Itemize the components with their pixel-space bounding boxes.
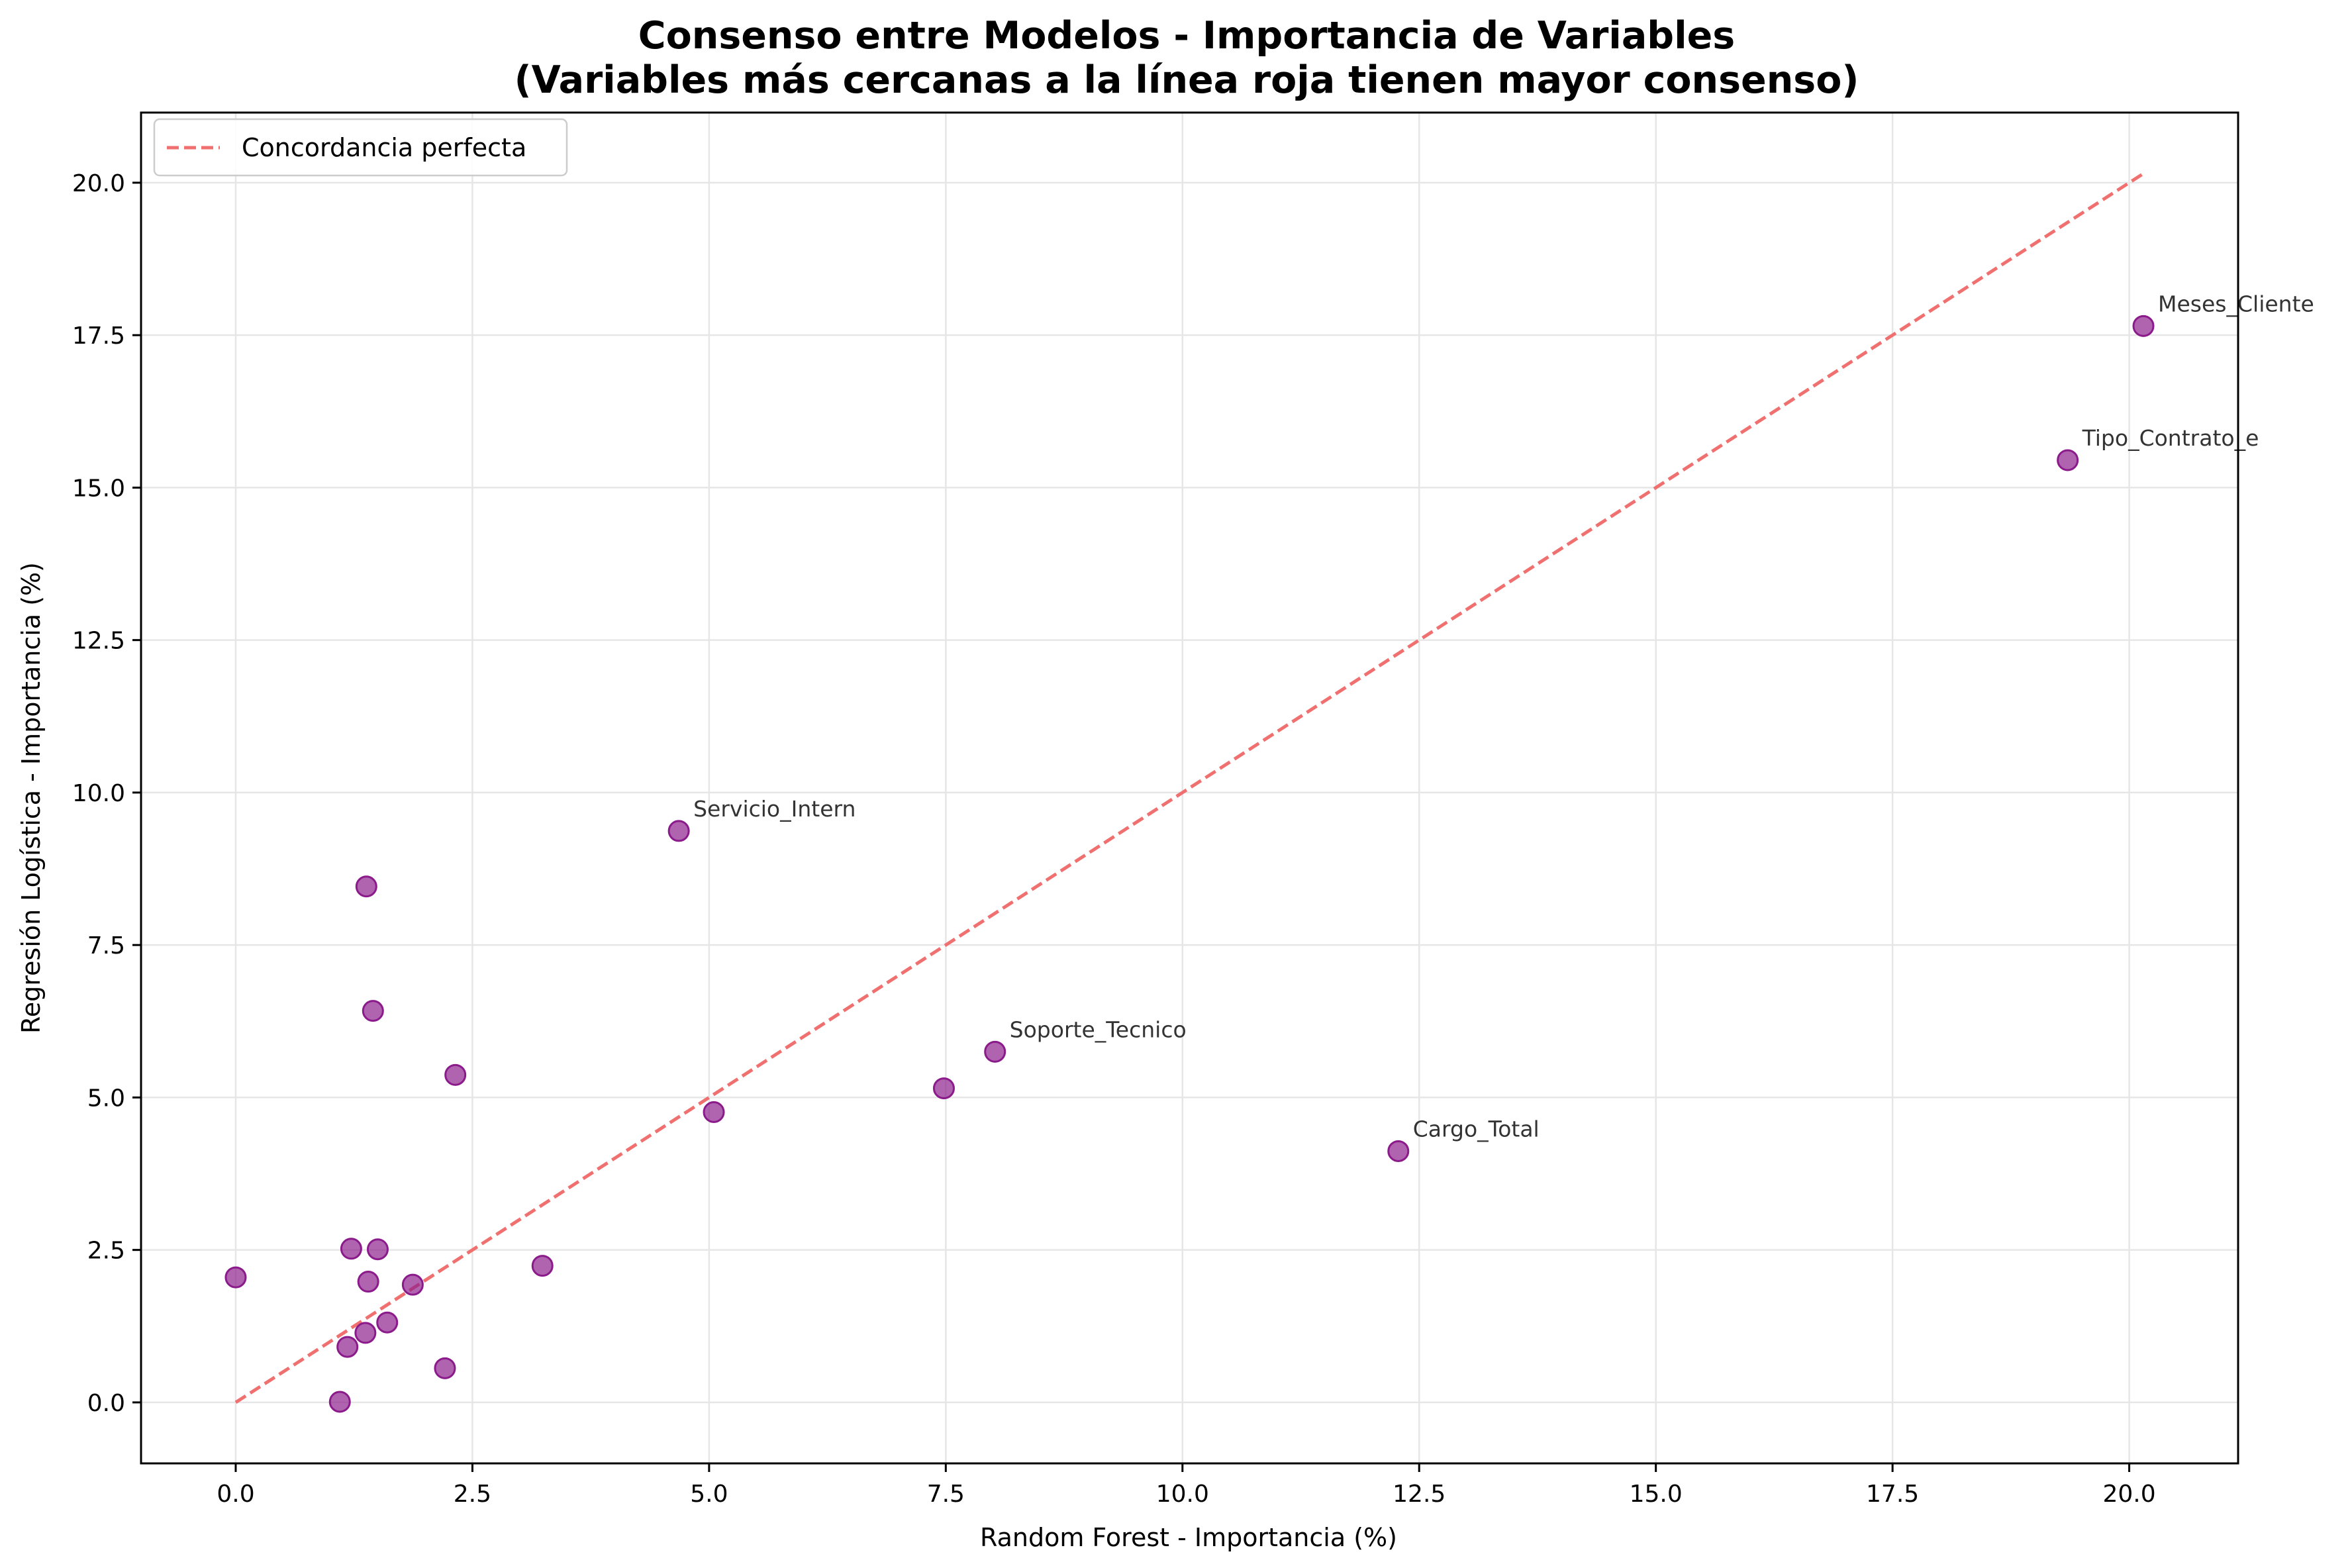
point-annotation: Meses_Cliente bbox=[2158, 291, 2314, 317]
y-tick-label: 2.5 bbox=[87, 1238, 125, 1265]
plot-area-frame bbox=[140, 111, 2239, 1465]
legend-box bbox=[153, 118, 568, 177]
grid-lines bbox=[141, 113, 2238, 1463]
y-axis-label: Regresión Logística - Importancia (%) bbox=[17, 562, 46, 1034]
y-tick-label: 15.0 bbox=[72, 475, 125, 502]
point-annotation: Cargo_Total bbox=[1413, 1116, 1540, 1142]
data-point bbox=[667, 820, 690, 842]
data-point bbox=[531, 1255, 554, 1277]
data-points bbox=[224, 315, 2155, 1413]
x-axis-ticks: 0.0 2.5 5.0 7.5 10.0 12.5 15.0 17.5 20.0 bbox=[217, 1463, 2156, 1508]
x-tick-label: 12.5 bbox=[1393, 1481, 1446, 1508]
legend: Concordancia perfecta bbox=[153, 118, 568, 177]
x-tick-label: 2.5 bbox=[454, 1481, 491, 1508]
chart-subtitle: (Variables más cercanas a la línea roja … bbox=[514, 58, 1859, 102]
data-point bbox=[984, 1040, 1006, 1063]
y-tick-label: 12.5 bbox=[72, 628, 125, 655]
legend-entry-reference-line: Concordancia perfecta bbox=[242, 133, 526, 162]
y-tick-label: 10.0 bbox=[72, 780, 125, 807]
data-point bbox=[340, 1238, 362, 1260]
x-tick-label: 15.0 bbox=[1630, 1481, 1683, 1508]
data-point bbox=[401, 1273, 424, 1296]
data-point bbox=[224, 1266, 247, 1289]
data-point bbox=[2132, 315, 2155, 337]
data-point bbox=[444, 1063, 467, 1086]
data-point bbox=[328, 1391, 351, 1413]
data-point bbox=[434, 1357, 456, 1379]
point-annotation: Soporte_Tecnico bbox=[1010, 1016, 1187, 1042]
x-tick-label: 5.0 bbox=[690, 1481, 728, 1508]
data-point bbox=[362, 1000, 384, 1022]
y-tick-label: 20.0 bbox=[72, 170, 125, 197]
data-point bbox=[2057, 449, 2079, 471]
y-tick-label: 17.5 bbox=[72, 322, 125, 350]
data-point bbox=[1387, 1140, 1410, 1162]
data-point bbox=[354, 1322, 377, 1344]
chart-title: Consenso entre Modelos - Importancia de … bbox=[638, 14, 1735, 58]
x-tick-label: 20.0 bbox=[2102, 1481, 2155, 1508]
y-tick-label: 7.5 bbox=[87, 932, 125, 959]
data-point bbox=[355, 875, 377, 898]
x-tick-label: 10.0 bbox=[1156, 1481, 1209, 1508]
x-tick-label: 0.0 bbox=[217, 1481, 254, 1508]
x-axis-label: Random Forest - Importancia (%) bbox=[980, 1523, 1397, 1552]
y-tick-label: 0.0 bbox=[87, 1390, 125, 1417]
x-tick-label: 17.5 bbox=[1866, 1481, 1919, 1508]
x-tick-label: 7.5 bbox=[927, 1481, 965, 1508]
point-annotations: Meses_Cliente Tipo_Contrato_e Servicio_Int… bbox=[693, 291, 2314, 1142]
data-point bbox=[703, 1101, 725, 1124]
y-tick-label: 5.0 bbox=[87, 1085, 125, 1112]
point-annotation: Tipo_Contrato_e bbox=[2082, 425, 2259, 451]
data-point bbox=[336, 1336, 359, 1358]
y-axis-ticks: 0.0 2.5 5.0 7.5 10.0 12.5 15.0 17.5 20.0 bbox=[72, 170, 141, 1417]
data-point bbox=[932, 1077, 955, 1100]
data-point bbox=[366, 1238, 389, 1261]
data-point bbox=[357, 1271, 379, 1293]
data-point bbox=[376, 1311, 399, 1334]
point-annotation: Servicio_Intern bbox=[693, 796, 856, 822]
